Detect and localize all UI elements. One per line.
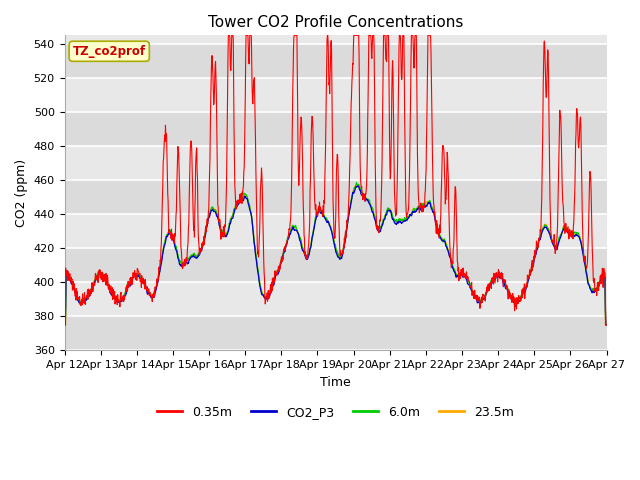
Text: TZ_co2prof: TZ_co2prof — [73, 45, 146, 58]
Bar — [65, 44, 607, 78]
Bar — [65, 248, 607, 282]
Title: Tower CO2 Profile Concentrations: Tower CO2 Profile Concentrations — [208, 15, 463, 30]
Bar — [65, 316, 607, 350]
Bar — [65, 112, 607, 146]
X-axis label: Time: Time — [320, 376, 351, 389]
Legend: 0.35m, CO2_P3, 6.0m, 23.5m: 0.35m, CO2_P3, 6.0m, 23.5m — [152, 401, 518, 424]
Bar — [65, 180, 607, 214]
Y-axis label: CO2 (ppm): CO2 (ppm) — [15, 159, 28, 227]
